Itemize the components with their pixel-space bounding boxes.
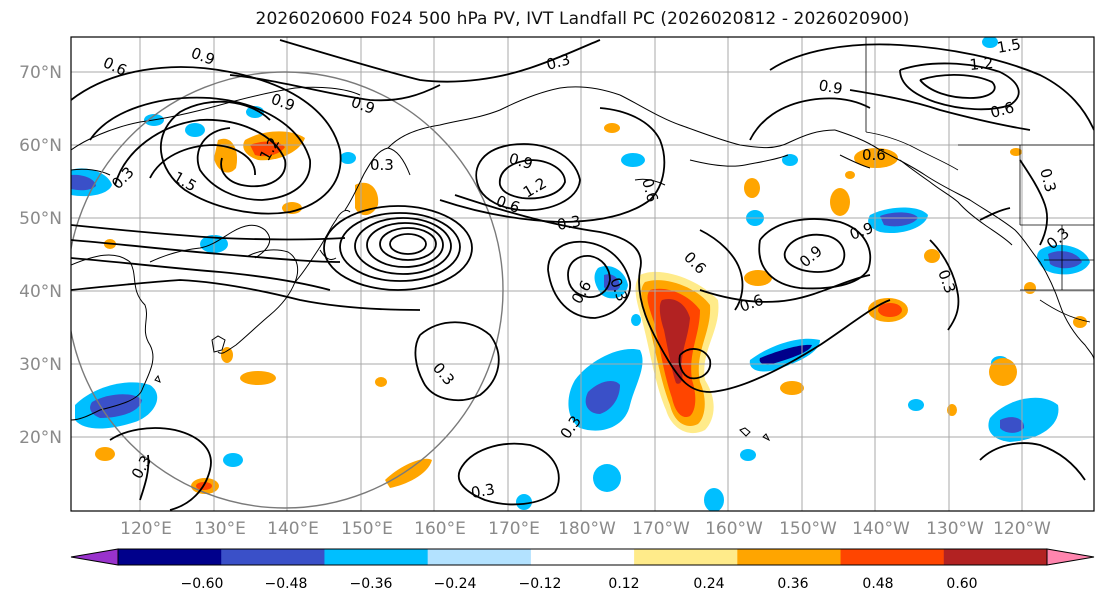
lat-label: 70°N xyxy=(19,63,62,83)
landfall-circle xyxy=(71,71,504,509)
contour-label: 0.9 xyxy=(507,149,535,173)
colorbar-segment xyxy=(737,549,842,565)
contour-label: 0.9 xyxy=(817,76,844,98)
colorbar-segments xyxy=(118,549,1048,565)
colorbar-tick-label: 0.36 xyxy=(777,576,808,592)
lon-label: 150°W xyxy=(779,519,837,539)
map-panel: 0.6 0.9 0.9 0.9 1.5 1.2 0.3 0.3 0.6 0.9 … xyxy=(71,35,1094,511)
colorbar-tick-label: −0.24 xyxy=(434,576,477,592)
contour-label: 0.3 xyxy=(556,212,583,234)
lon-label: 150°E xyxy=(341,519,393,539)
chart-title: 2026020600 F024 500 hPa PV, IVT Landfall… xyxy=(255,9,910,29)
colorbar-tick-label: 0.48 xyxy=(862,576,893,592)
lon-label: 120°E xyxy=(120,519,172,539)
colorbar-outline xyxy=(117,548,1048,566)
lon-label: 170°W xyxy=(632,519,690,539)
lon-label: 160°W xyxy=(705,519,763,539)
colorbar-extend-min xyxy=(70,548,119,566)
colorbar-segment xyxy=(943,549,1048,565)
lon-label: 170°E xyxy=(488,519,540,539)
colorbar-segment xyxy=(634,549,738,565)
graticule xyxy=(71,37,1094,511)
contour-label: 1.5 xyxy=(996,35,1023,57)
contour-label: 0.3 xyxy=(370,156,394,174)
lon-label: 160°E xyxy=(414,519,466,539)
borders xyxy=(865,37,1094,323)
coastlines xyxy=(71,86,1094,442)
lat-label: 30°N xyxy=(19,355,62,375)
latitude-labels: 70°N 60°N 50°N 40°N 30°N 20°N xyxy=(19,63,62,448)
contour-label: 0.6 xyxy=(988,98,1016,122)
lon-label: 140°W xyxy=(852,519,910,539)
colorbar-tick-label: 0.60 xyxy=(946,576,977,592)
colorbar-segment xyxy=(324,549,429,565)
longitude-labels: 120°E 130°E 140°E 150°E 160°E 170°E 180°… xyxy=(120,519,1051,539)
colorbar-tick-label: 0.24 xyxy=(693,576,724,592)
lon-label: 130°W xyxy=(926,519,984,539)
contour-label: 0.3 xyxy=(544,50,572,74)
colorbar-tick-label: −0.48 xyxy=(265,576,308,592)
colorbar-tick-label: −0.12 xyxy=(519,576,562,592)
colorbar-segment xyxy=(840,549,945,565)
colorbar-segment xyxy=(221,549,325,565)
colorbar-ticks: −0.60 −0.48 −0.36 −0.24 −0.12 0.12 0.24 … xyxy=(181,576,978,592)
colorbar-segment xyxy=(530,549,635,565)
pv-contours xyxy=(71,39,1094,511)
colorbar-tick-label: 0.12 xyxy=(608,576,639,592)
lat-label: 20°N xyxy=(19,428,62,448)
contour-label: 0.6 xyxy=(638,176,662,204)
colorbar-segment xyxy=(118,549,222,565)
lat-label: 50°N xyxy=(19,209,62,229)
colorbar-segment xyxy=(427,549,532,565)
lat-label: 60°N xyxy=(19,136,62,156)
lon-label: 180°W xyxy=(558,519,616,539)
lon-label: 140°E xyxy=(267,519,319,539)
contour-label: 0.6 xyxy=(862,146,886,164)
colorbar-tick-label: −0.60 xyxy=(181,576,224,592)
lon-label: 130°E xyxy=(194,519,246,539)
map-frame xyxy=(70,36,1095,512)
colorbar-tick-label: −0.36 xyxy=(350,576,393,592)
contour-label: 1.2 xyxy=(969,54,994,74)
contour-label: 0.3 xyxy=(470,480,497,502)
contour-label: 0.3 xyxy=(1036,166,1060,194)
ivt-shading xyxy=(71,37,1090,511)
lat-label: 40°N xyxy=(19,282,62,302)
lon-label: 120°W xyxy=(993,519,1051,539)
colorbar: −0.60 −0.48 −0.36 −0.24 −0.12 0.12 0.24 … xyxy=(70,548,1095,592)
colorbar-extend-max xyxy=(1046,548,1095,566)
